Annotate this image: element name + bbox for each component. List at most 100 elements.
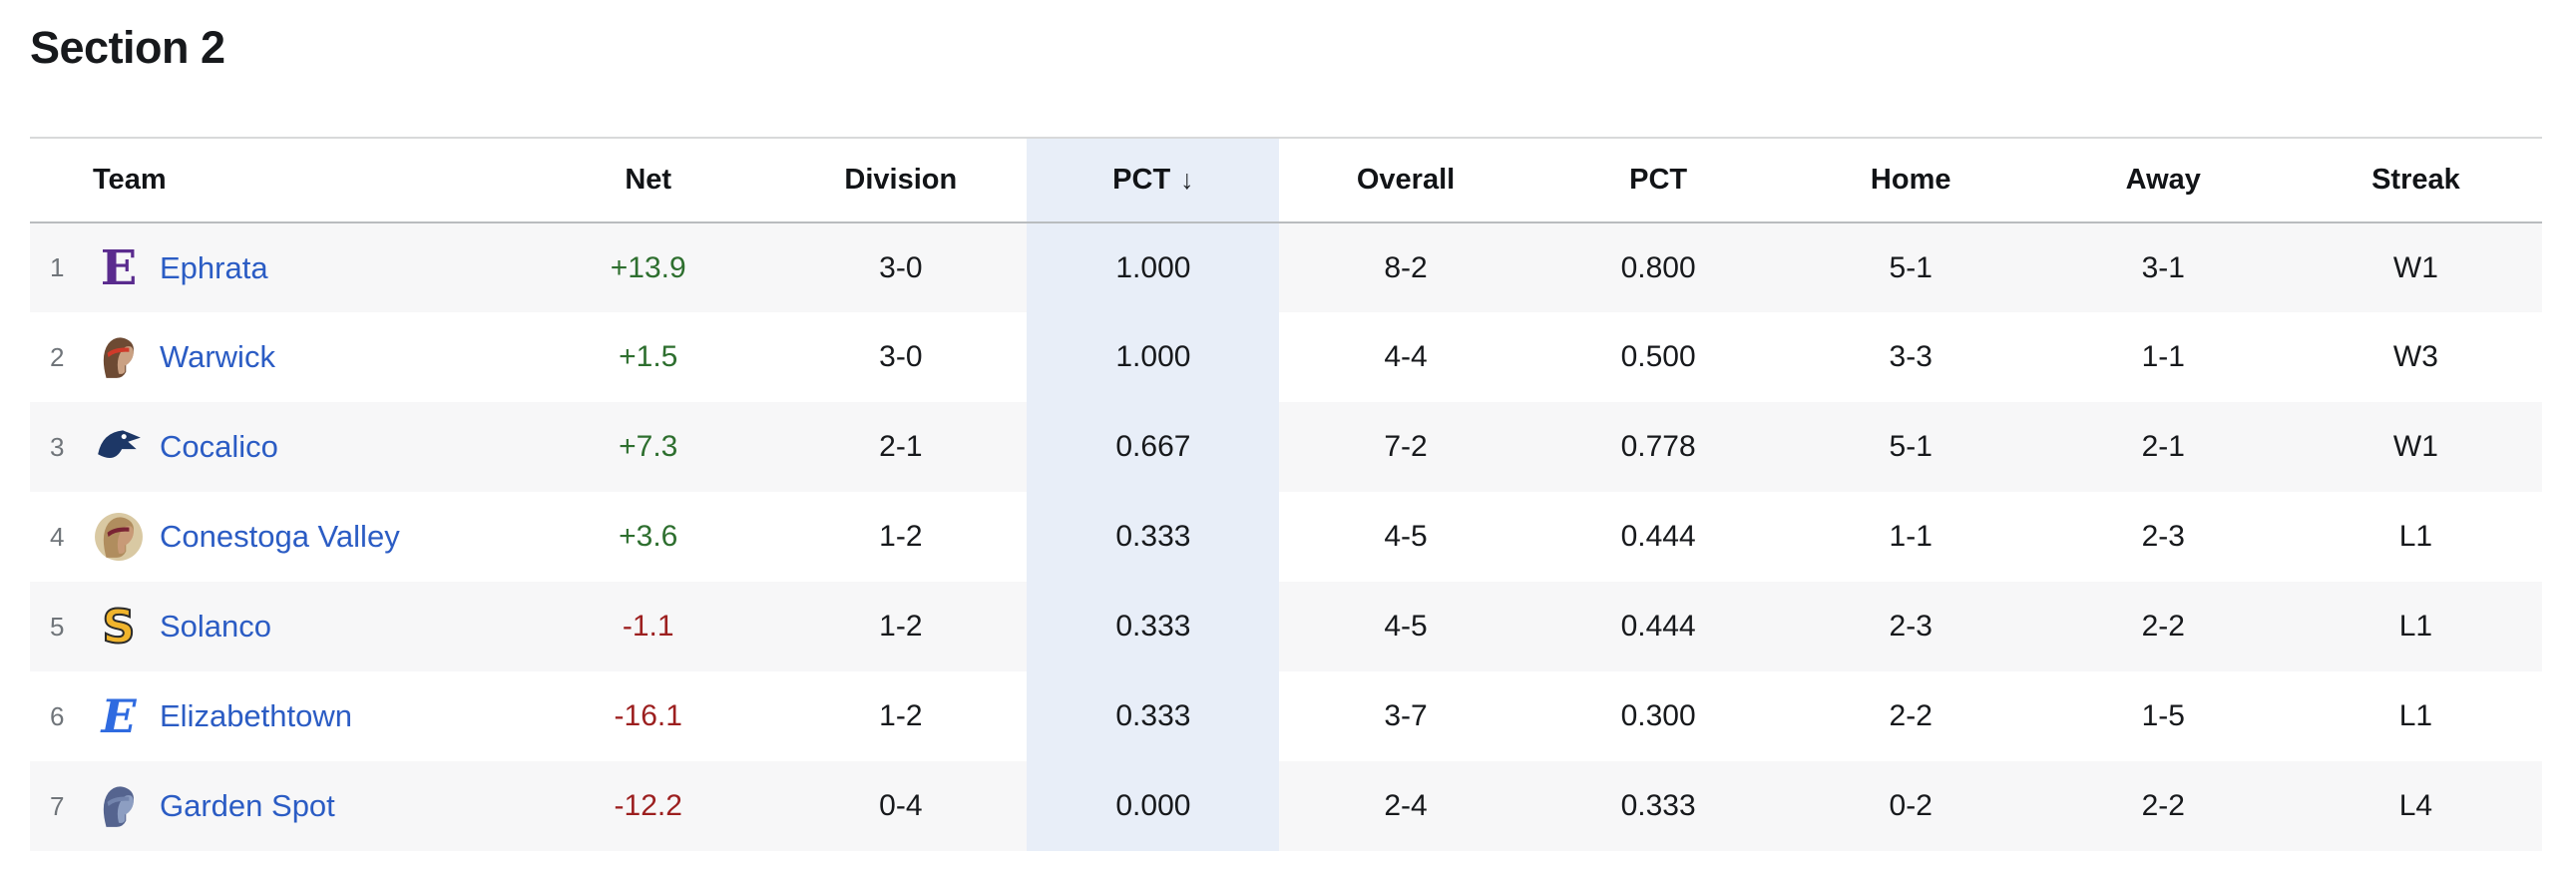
net-cell: +3.6 — [619, 520, 678, 553]
team-logo-icon — [94, 422, 144, 472]
column-header-away[interactable]: Away — [2036, 138, 2290, 223]
overall-record-cell: 4-5 — [1384, 520, 1428, 553]
rank-number: 7 — [50, 790, 65, 821]
overall-record-cell: 4-4 — [1384, 340, 1428, 373]
table-row: 1 E Ephrata +13.9 3-0 1.000 8-2 0.800 5-… — [30, 222, 2542, 312]
team-cell: 5 S Solanco — [30, 582, 522, 671]
away-record-cell: 3-1 — [2141, 250, 2185, 284]
streak-cell: W1 — [2392, 430, 2438, 463]
team-logo-icon — [94, 512, 144, 562]
home-record-cell: 5-1 — [1889, 430, 1932, 463]
table-row: 2 Warwick +1.5 3-0 1.000 4-4 0.500 3-3 1… — [30, 312, 2542, 402]
column-header-streak[interactable]: Streak — [2289, 138, 2542, 223]
net-cell: -12.2 — [614, 789, 682, 822]
away-record-cell: 2-3 — [2141, 520, 2185, 553]
solanco-gold-s-logo: S — [101, 600, 136, 654]
team-logo-icon — [94, 332, 144, 382]
overall-pct-cell: 0.800 — [1620, 250, 1696, 284]
streak-cell: L1 — [2398, 610, 2433, 643]
home-record-cell: 2-2 — [1889, 699, 1932, 732]
division-record-cell: 3-0 — [879, 340, 923, 373]
division-record-cell: 2-1 — [879, 430, 923, 463]
team-link[interactable]: Elizabethtown — [160, 698, 353, 733]
team-cell: 7 Garden Spot — [30, 761, 522, 851]
net-cell: +7.3 — [619, 430, 678, 463]
elizabethtown-blue-script-e-logo: E — [101, 689, 137, 743]
away-record-cell: 2-1 — [2141, 430, 2185, 463]
rank-number: 6 — [50, 700, 65, 731]
overall-pct-cell: 0.333 — [1620, 789, 1696, 822]
streak-cell: L4 — [2398, 789, 2433, 822]
division-pct-cell: 1.000 — [1027, 312, 1280, 402]
column-header-overall[interactable]: Overall — [1279, 138, 1532, 223]
overall-record-cell: 2-4 — [1384, 789, 1428, 822]
team-link[interactable]: Warwick — [160, 339, 275, 374]
team-link[interactable]: Cocalico — [160, 429, 278, 464]
division-record-cell: 3-0 — [879, 250, 923, 284]
overall-pct-cell: 0.300 — [1620, 699, 1696, 732]
division-record-cell: 1-2 — [879, 699, 923, 732]
rank-number: 4 — [50, 521, 65, 552]
column-header-net[interactable]: Net — [522, 138, 775, 223]
column-header-team[interactable]: Team — [30, 138, 523, 223]
team-cell: 4 Conestoga Valley — [30, 492, 522, 582]
overall-pct-cell: 0.444 — [1620, 520, 1696, 553]
garden-spot-spartan-head-logo — [103, 786, 134, 827]
warwick-warrior-head-logo — [103, 337, 134, 378]
streak-cell: W1 — [2392, 250, 2438, 284]
division-record-cell: 1-2 — [879, 610, 923, 643]
team-cell: 2 Warwick — [30, 312, 522, 402]
away-record-cell: 1-5 — [2141, 699, 2185, 732]
division-record-cell: 1-2 — [879, 520, 923, 553]
away-record-cell: 1-1 — [2141, 340, 2185, 373]
overall-record-cell: 8-2 — [1384, 250, 1428, 284]
streak-cell: L1 — [2398, 699, 2433, 732]
home-record-cell: 3-3 — [1889, 340, 1932, 373]
table-row: 5 S Solanco -1.1 1-2 0.333 4-5 0.444 2-3… — [30, 582, 2542, 671]
net-cell: +13.9 — [610, 250, 686, 284]
column-header-division[interactable]: Division — [774, 138, 1028, 223]
division-pct-cell: 0.333 — [1027, 492, 1280, 582]
overall-record-cell: 3-7 — [1384, 699, 1428, 732]
team-logo-icon: E — [94, 243, 144, 293]
home-record-cell: 1-1 — [1889, 520, 1932, 553]
division-pct-cell: 0.333 — [1027, 671, 1280, 761]
home-record-cell: 0-2 — [1889, 789, 1932, 822]
team-link[interactable]: Solanco — [160, 609, 272, 644]
division-pct-cell: 0.000 — [1027, 761, 1280, 851]
team-logo-icon: E — [94, 691, 144, 741]
team-link[interactable]: Conestoga Valley — [160, 519, 400, 554]
streak-cell: L1 — [2398, 520, 2433, 553]
standings-body: 1 E Ephrata +13.9 3-0 1.000 8-2 0.800 5-… — [30, 222, 2542, 851]
away-record-cell: 2-2 — [2141, 610, 2185, 643]
net-cell: -1.1 — [622, 610, 674, 643]
team-link[interactable]: Garden Spot — [160, 788, 335, 823]
table-row: 4 Conestoga Valley +3.6 1-2 0.333 4-5 0.… — [30, 492, 2542, 582]
overall-pct-cell: 0.444 — [1620, 610, 1696, 643]
overall-record-cell: 7-2 — [1384, 430, 1428, 463]
column-header-home[interactable]: Home — [1784, 138, 2037, 223]
column-header-division-pct-label: PCT — [1112, 164, 1171, 196]
overall-record-cell: 4-5 — [1384, 610, 1428, 643]
team-cell: 6 E Elizabethtown — [30, 671, 522, 761]
team-cell: 3 Cocalico — [30, 402, 522, 492]
overall-pct-cell: 0.778 — [1620, 430, 1696, 463]
column-header-overall-pct[interactable]: PCT — [1531, 138, 1785, 223]
header-row: Team Net Division PCT ↓ Overall PCT Home … — [30, 138, 2542, 223]
team-link[interactable]: Ephrata — [160, 249, 268, 285]
table-row: 7 Garden Spot -12.2 0-4 0.000 2-4 0.333 … — [30, 761, 2542, 851]
team-cell: 1 E Ephrata — [30, 222, 522, 312]
sort-desc-icon: ↓ — [1180, 165, 1194, 195]
division-pct-cell: 0.667 — [1027, 402, 1280, 492]
column-header-division-pct[interactable]: PCT ↓ — [1027, 138, 1280, 223]
team-logo-icon: S — [94, 602, 144, 652]
ephrata-purple-blackletter-e-logo: E — [100, 239, 138, 296]
table-row: 3 Cocalico +7.3 2-1 0.667 7-2 0.778 5-1 … — [30, 402, 2542, 492]
division-pct-cell: 1.000 — [1027, 222, 1280, 312]
cocalico-eagle-head-logo — [98, 430, 141, 458]
conestoga-valley-pioneer-head-logo — [95, 513, 143, 561]
streak-cell: W3 — [2392, 340, 2438, 373]
home-record-cell: 2-3 — [1889, 610, 1932, 643]
division-record-cell: 0-4 — [879, 789, 923, 822]
table-row: 6 E Elizabethtown -16.1 1-2 0.333 3-7 0.… — [30, 671, 2542, 761]
